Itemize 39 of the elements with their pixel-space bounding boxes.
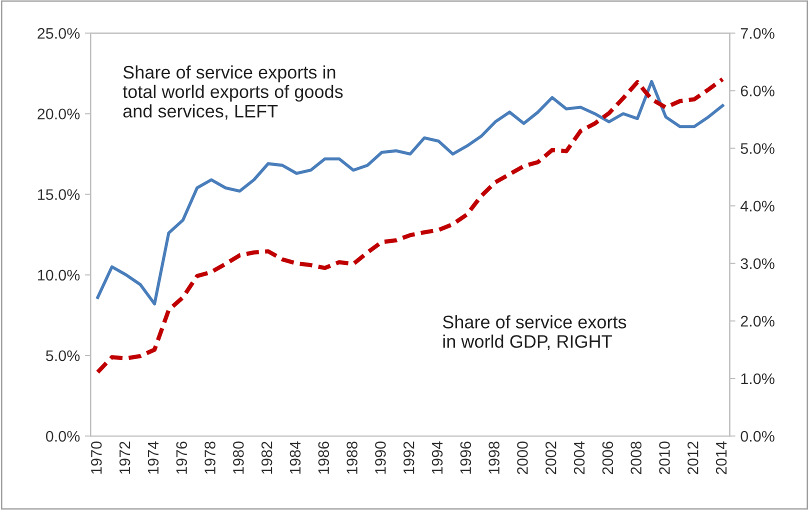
x-tick-label: 1990: [375, 442, 386, 474]
x-tick-label: 1986: [318, 442, 330, 474]
x-tick-label: 2000: [517, 442, 528, 474]
x-tick-label: 1978: [204, 442, 216, 474]
x-tick-label: 2010: [659, 442, 670, 474]
x-tick-label: 1996: [460, 442, 472, 474]
y-tick-label: 10.0%: [38, 270, 80, 281]
annotation: Share of service exorts in world GDP, RIGHT: [442, 315, 626, 350]
x-tick-label: 1974: [148, 441, 159, 474]
y2-tick-label: 2.0%: [740, 316, 774, 327]
y2-tick-label: 4.0%: [740, 200, 774, 212]
x-tick-label: 2002: [545, 442, 556, 474]
x-tick-label: 2008: [630, 442, 642, 474]
x-tick-label: 1994: [432, 441, 443, 474]
y2-tick-label: 7.0%: [740, 28, 774, 39]
x-tick-label: 1982: [261, 442, 272, 474]
y2-tick-label: 1.0%: [741, 373, 774, 384]
y2-tick-label: 0.0%: [740, 430, 774, 442]
x-tick-label: 2004: [574, 441, 585, 474]
x-tick-label: 1988: [346, 442, 358, 474]
y-tick-label: 15.0%: [38, 189, 80, 200]
y-tick-label: 20.0%: [38, 108, 80, 120]
annotation: Share of service exports in total world exports of goods and services, LEFT: [122, 65, 343, 120]
x-tick-label: 1984: [290, 441, 301, 474]
y2-tick-label: 3.0%: [740, 258, 774, 270]
y-tick-label: 5.0%: [46, 350, 80, 362]
x-tick-label: 1992: [403, 442, 414, 474]
y2-tick-label: 5.0%: [740, 143, 774, 154]
x-tick-label: 2012: [687, 442, 698, 474]
y2-tick-label: 6.0%: [740, 86, 774, 96]
x-tick-label: 1998: [488, 442, 500, 474]
x-tick-label: 2014: [716, 441, 727, 474]
y-tick-label: 0.0%: [46, 430, 80, 442]
x-tick-label: 1980: [233, 442, 244, 474]
x-tick-label: 1976: [176, 442, 188, 474]
x-tick-label: 1970: [90, 442, 102, 474]
x-tick-label: 1972: [119, 442, 130, 474]
x-tick-label: 2006: [602, 442, 614, 474]
y-tick-label: 25.0%: [38, 28, 80, 39]
